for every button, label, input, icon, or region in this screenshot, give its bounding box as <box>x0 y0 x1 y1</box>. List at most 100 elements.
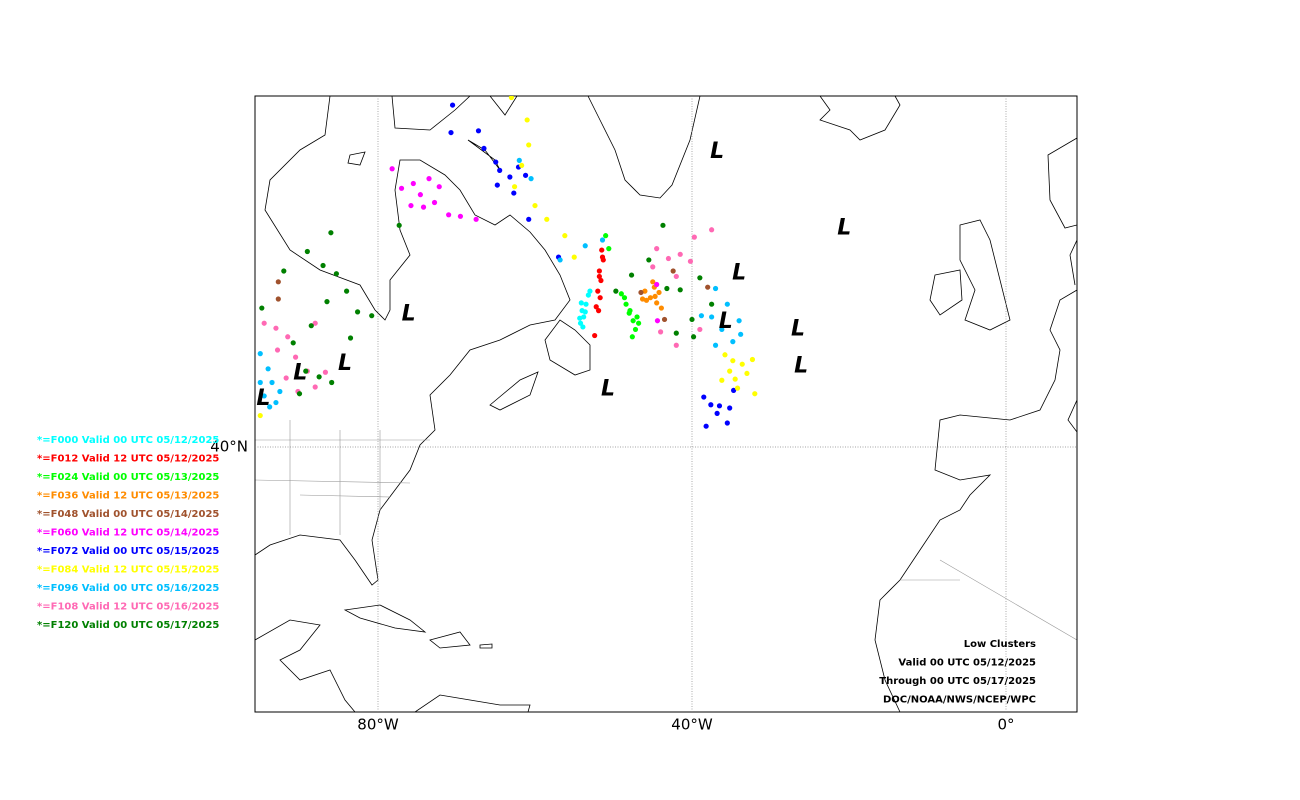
cluster-point <box>532 202 538 209</box>
legend-entry: *=F024 Valid 00 UTC 05/13/2025 <box>37 472 219 483</box>
cluster-point <box>596 273 602 280</box>
cluster-point <box>597 295 603 301</box>
cluster-point <box>629 334 635 340</box>
low-marker: L <box>719 309 733 334</box>
cluster-point <box>739 361 745 367</box>
cluster-point <box>273 325 279 331</box>
cluster-point <box>665 255 672 262</box>
cluster-point <box>494 182 500 188</box>
cluster-point <box>354 309 361 315</box>
cluster-point <box>638 289 644 296</box>
legend-entry: *=F012 Valid 12 UTC 05/12/2025 <box>37 454 219 465</box>
cluster-point <box>630 318 636 324</box>
cluster-point <box>562 233 568 239</box>
cluster-point <box>698 313 705 319</box>
cluster-point <box>446 212 452 218</box>
cluster-point <box>269 379 275 386</box>
cluster-point <box>690 334 697 340</box>
cluster-point <box>658 305 664 311</box>
cluster-point <box>304 248 310 255</box>
cluster-point <box>277 388 283 395</box>
cluster-point <box>632 326 639 333</box>
cluster-point <box>697 326 703 333</box>
cluster-point <box>344 288 350 294</box>
cluster-point <box>627 308 633 314</box>
annotation-line: DOC/NOAA/NWS/NCEP/WPC <box>883 695 1036 706</box>
legend-entry: *=F036 Valid 12 UTC 05/13/2025 <box>37 491 219 502</box>
low-marker: L <box>837 215 851 240</box>
low-marker: L <box>402 301 416 326</box>
lon-label: 40°W <box>671 716 713 734</box>
cluster-point <box>481 145 487 152</box>
cluster-point <box>599 247 605 253</box>
cluster-point <box>709 314 715 320</box>
cluster-point <box>734 385 741 391</box>
cluster-point <box>697 275 703 281</box>
legend-entry: *=F120 Valid 00 UTC 05/17/2025 <box>37 620 219 631</box>
cluster-point <box>712 285 719 292</box>
cluster-point <box>643 297 650 303</box>
legend-entry: *=F108 Valid 12 UTC 05/16/2025 <box>37 602 219 613</box>
cluster-point <box>722 352 728 358</box>
cluster-point <box>473 216 479 222</box>
cluster-point <box>646 257 652 263</box>
map-frame <box>254 95 1078 713</box>
cluster-point <box>396 222 402 228</box>
cluster-point <box>599 254 606 260</box>
cluster-point <box>596 268 602 274</box>
cluster-point <box>274 347 281 353</box>
cluster-point <box>654 318 661 324</box>
cluster-point <box>316 374 322 380</box>
cluster-point <box>660 222 666 228</box>
cluster-point <box>727 368 733 374</box>
cluster-point <box>654 300 660 306</box>
cluster-point <box>714 410 720 416</box>
cluster-point <box>598 277 604 284</box>
cluster-point <box>583 301 589 307</box>
cluster-point <box>724 420 730 426</box>
cluster-point <box>587 288 593 294</box>
cluster-point <box>730 339 736 345</box>
cluster-point <box>621 295 628 301</box>
cluster-point <box>259 305 265 311</box>
cluster-point <box>577 320 584 326</box>
cluster-point <box>639 296 646 302</box>
cluster-point <box>658 329 664 335</box>
cluster-point <box>652 293 658 300</box>
cluster-point <box>724 301 730 307</box>
cluster-point <box>516 157 522 163</box>
coastlines <box>255 96 1077 712</box>
cluster-point <box>273 399 279 406</box>
cluster-point <box>654 281 660 288</box>
cluster-point <box>324 299 330 305</box>
cluster-point <box>701 394 707 400</box>
cluster-point <box>557 257 563 263</box>
low-marker: L <box>293 360 307 385</box>
cluster-point <box>677 287 683 293</box>
cluster-point <box>398 185 405 191</box>
cluster-point <box>599 237 606 243</box>
legend-entry: *=F084 Valid 12 UTC 05/15/2025 <box>37 565 219 576</box>
annotation-line: Through 00 UTC 05/17/2025 <box>879 676 1036 687</box>
cluster-point <box>618 291 624 297</box>
cluster-point <box>303 368 309 374</box>
cluster-point <box>593 304 599 310</box>
cluster-point <box>749 356 756 363</box>
cluster-point <box>283 375 289 381</box>
cluster-point <box>497 167 503 174</box>
cluster-point <box>719 377 725 383</box>
low-marker: L <box>791 316 805 341</box>
cluster-point <box>524 117 530 123</box>
cluster-point <box>449 102 456 108</box>
cluster-point <box>508 96 515 101</box>
legend-entry: *=F096 Valid 00 UTC 05/16/2025 <box>37 583 219 594</box>
low-marker: L <box>710 139 724 164</box>
cluster-point <box>322 369 329 375</box>
cluster-point <box>410 180 416 187</box>
cluster-point <box>673 273 679 280</box>
cluster-point <box>623 301 629 307</box>
cluster-point <box>417 192 423 198</box>
legend-entry: *=F048 Valid 00 UTC 05/14/2025 <box>37 509 219 520</box>
cluster-point <box>329 379 335 386</box>
cluster-point <box>389 166 395 172</box>
